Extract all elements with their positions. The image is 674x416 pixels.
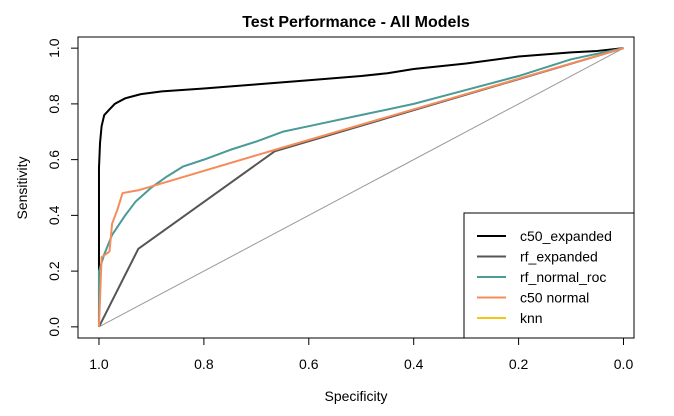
x-tick-label: 0.4: [404, 356, 424, 372]
x-tick-label: 1.0: [89, 356, 109, 372]
series-line-c50-normal: [97, 47, 624, 327]
y-tick-label: 0.6: [46, 150, 62, 170]
reference-diagonal: [98, 47, 624, 328]
plot-area: [97, 47, 624, 328]
y-tick-label: 0.4: [46, 205, 62, 225]
series-line-rf-normal-roc: [97, 47, 624, 327]
legend: c50_expanded rf_expanded rf_normal_roc c50 …: [463, 212, 635, 339]
x-axis-label: Specificity: [324, 388, 387, 404]
x-tick-label: 0.2: [509, 356, 529, 372]
x-tick-label: 0.6: [299, 356, 319, 372]
x-tick-label: 0.0: [614, 356, 634, 372]
series-line-c50-expanded: [97, 47, 624, 327]
y-axis: 0.0 0.2 0.4 0.6 0.8 1.0: [46, 38, 79, 337]
y-tick-label: 0.8: [46, 94, 62, 114]
chart-title: Test Performance - All Models: [242, 14, 470, 31]
legend-label: rf_normal_roc: [520, 269, 606, 285]
legend-label: c50 normal: [520, 290, 589, 306]
legend-label: c50_expanded: [520, 228, 612, 244]
y-axis-label: Sensitivity: [14, 156, 30, 219]
x-tick-label: 0.8: [194, 356, 214, 372]
y-tick-label: 0.0: [46, 317, 62, 337]
legend-label: rf_expanded: [520, 249, 598, 265]
x-axis: 1.0 0.8 0.6 0.4 0.2 0.0: [89, 337, 634, 372]
legend-label: knn: [520, 310, 543, 326]
y-tick-label: 0.2: [46, 261, 62, 281]
y-tick-label: 1.0: [46, 38, 62, 58]
